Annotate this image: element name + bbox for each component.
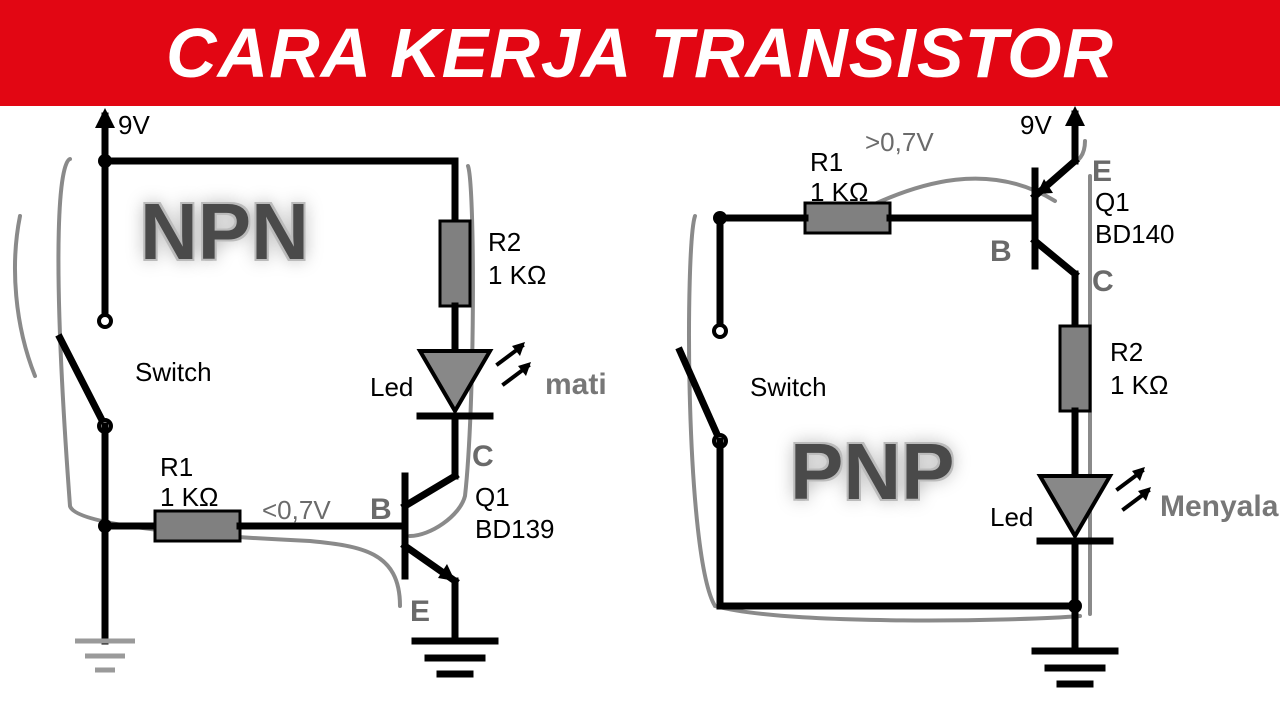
q-name-right: Q1 [1095, 187, 1130, 217]
pin-c-left: C [472, 440, 494, 473]
r2-name-left: R2 [488, 227, 521, 257]
r1-val-left: 1 KΩ [160, 482, 218, 512]
pnp-circuit: 9V E B C Q1 BD140 >0,7V R1 1 KΩ [640, 106, 1280, 720]
led-label-right: Led [990, 502, 1033, 532]
supply-9v-left: 9V [118, 110, 150, 140]
switch-label-left: Switch [135, 357, 212, 387]
q-part-left: BD139 [475, 514, 555, 544]
status-left: mati [545, 368, 607, 401]
r1-name-left: R1 [160, 452, 193, 482]
r2-name-right: R2 [1110, 337, 1143, 367]
page-title: CARA KERJA TRANSISTOR [166, 13, 1114, 93]
switch-label-right: Switch [750, 372, 827, 402]
pin-c-right: C [1092, 265, 1114, 298]
header: CARA KERJA TRANSISTOR [0, 0, 1280, 106]
r2-val-right: 1 KΩ [1110, 370, 1168, 400]
npn-circuit: 9V R2 1 KΩ Led mati [0, 106, 640, 720]
panels: NPN 9V R2 1 KΩ Le [0, 106, 1280, 720]
pin-b-right: B [990, 235, 1012, 268]
q-part-right: BD140 [1095, 219, 1175, 249]
supply-9v-right: 9V [1020, 110, 1052, 140]
panel-npn: NPN 9V R2 1 KΩ Le [0, 106, 640, 720]
r1-name-right: R1 [810, 147, 843, 177]
status-right: Menyala [1160, 490, 1279, 523]
r2-val-left: 1 KΩ [488, 260, 546, 290]
r1-val-right: 1 KΩ [810, 177, 868, 207]
q-name-left: Q1 [475, 482, 510, 512]
volt-left: <0,7V [262, 495, 331, 525]
panel-pnp: PNP 9V E B C Q1 BD140 >0,7V [640, 106, 1280, 720]
pin-b-left: B [370, 493, 392, 526]
led-label-left: Led [370, 372, 413, 402]
volt-right: >0,7V [865, 127, 934, 157]
pin-e-right: E [1092, 155, 1112, 188]
pin-e-left: E [410, 595, 430, 628]
